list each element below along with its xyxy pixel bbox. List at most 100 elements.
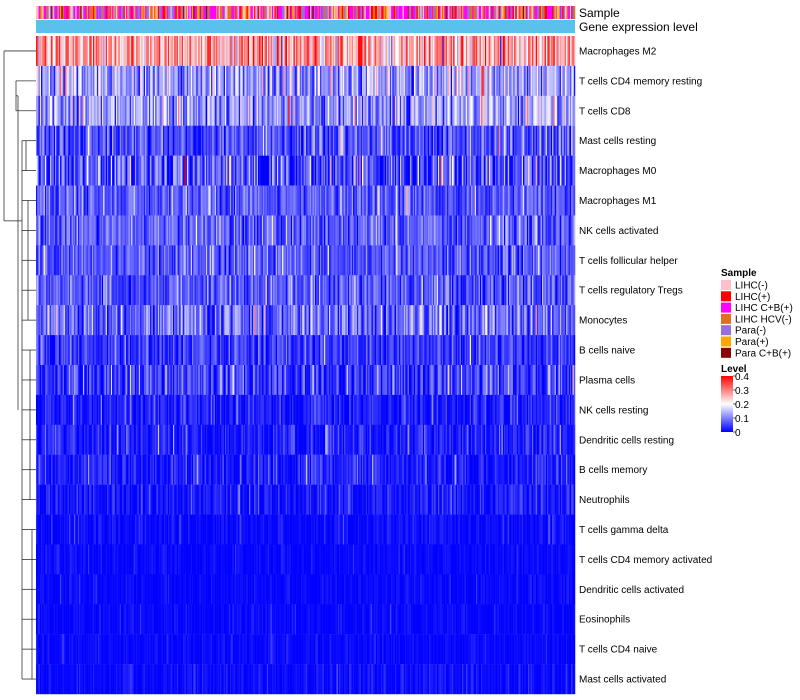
heatmap-cell bbox=[318, 65, 321, 97]
heatmap-cell bbox=[340, 275, 342, 306]
heatmap-cell bbox=[183, 65, 185, 97]
heatmap-cell bbox=[202, 305, 204, 336]
heatmap-cell bbox=[554, 95, 557, 126]
heatmap-cell bbox=[284, 245, 287, 276]
heatmap-cell bbox=[487, 65, 490, 97]
heatmap-cell bbox=[490, 305, 492, 336]
heatmap-cell bbox=[334, 65, 336, 97]
heatmap-cell bbox=[81, 155, 84, 186]
heatmap-cell bbox=[295, 305, 298, 336]
sample-track-cell bbox=[222, 6, 224, 19]
heatmap-cell bbox=[547, 65, 549, 97]
sample-track-cell bbox=[236, 6, 238, 19]
heatmap-cell bbox=[478, 185, 481, 216]
heatmap-cell bbox=[407, 245, 410, 276]
heatmap-cell bbox=[243, 65, 246, 97]
heatmap-row bbox=[36, 36, 576, 67]
heatmap-cell bbox=[285, 65, 288, 97]
heatmap-cell bbox=[309, 245, 312, 276]
heatmap-cell bbox=[548, 155, 550, 186]
heatmap-cell bbox=[131, 185, 133, 216]
heatmap-cell bbox=[396, 215, 398, 246]
heatmap-cell bbox=[535, 95, 538, 126]
heatmap-cell bbox=[170, 335, 172, 366]
heatmap-cell bbox=[388, 185, 391, 216]
heatmap-cell bbox=[202, 36, 204, 67]
heatmap-cell bbox=[183, 335, 185, 366]
heatmap-cell bbox=[558, 155, 561, 186]
heatmap-cell bbox=[429, 305, 431, 336]
heatmap-cell bbox=[285, 155, 288, 186]
heatmap-cell bbox=[288, 95, 290, 126]
heatmap-cell bbox=[539, 36, 542, 67]
heatmap-cell bbox=[524, 95, 526, 126]
heatmap-cell bbox=[432, 275, 435, 306]
heatmap-cell bbox=[309, 305, 312, 336]
heatmap-cell bbox=[289, 65, 292, 97]
heatmap-cell bbox=[235, 335, 237, 366]
heatmap-cell bbox=[108, 36, 110, 67]
heatmap-cell bbox=[497, 305, 500, 336]
heatmap-cell bbox=[81, 185, 84, 216]
heatmap-cell bbox=[479, 245, 482, 276]
heatmap-cell bbox=[166, 95, 169, 126]
sample-track-cell bbox=[318, 6, 321, 19]
heatmap-cell bbox=[188, 95, 190, 126]
heatmap-cell bbox=[387, 155, 389, 186]
heatmap-cell bbox=[275, 155, 278, 186]
heatmap-cell bbox=[271, 155, 274, 186]
heatmap-cell bbox=[394, 125, 397, 156]
heatmap-cell bbox=[358, 95, 360, 126]
heatmap-cell bbox=[344, 275, 346, 306]
heatmap-cell bbox=[349, 275, 351, 306]
heatmap-cell bbox=[213, 95, 216, 126]
heatmap-cell bbox=[363, 125, 365, 156]
heatmap-cell bbox=[340, 95, 342, 126]
heatmap-cell bbox=[455, 95, 458, 126]
heatmap-cell bbox=[68, 65, 71, 97]
heatmap-cell bbox=[283, 335, 285, 366]
sample-track-cell bbox=[96, 6, 99, 19]
heatmap-cell bbox=[260, 155, 262, 186]
heatmap-cell bbox=[350, 36, 353, 67]
heatmap-cell bbox=[63, 65, 66, 97]
heatmap-cell bbox=[152, 125, 155, 156]
heatmap-cell bbox=[242, 125, 245, 156]
heatmap-cell bbox=[322, 36, 325, 67]
heatmap-cell bbox=[458, 65, 460, 97]
heatmap-cell bbox=[552, 185, 554, 216]
heatmap-cell bbox=[147, 335, 150, 366]
heatmap-cell bbox=[573, 185, 576, 216]
heatmap-cell bbox=[469, 125, 472, 156]
heatmap-cell bbox=[412, 185, 415, 216]
heatmap-cell bbox=[568, 125, 571, 156]
heatmap-cell bbox=[268, 185, 270, 216]
heatmap-cell bbox=[109, 335, 112, 366]
heatmap-cell bbox=[128, 95, 131, 126]
sample-track-cell bbox=[150, 6, 152, 19]
sample-track-cell bbox=[58, 6, 61, 19]
heatmap-cell bbox=[132, 65, 134, 97]
heatmap-cell bbox=[451, 305, 454, 336]
heatmap-cell bbox=[396, 245, 398, 276]
sample-track-cell bbox=[63, 6, 66, 19]
heatmap-cell bbox=[473, 305, 476, 336]
heatmap-cell bbox=[444, 185, 446, 216]
heatmap-cell bbox=[353, 335, 355, 366]
heatmap-cell bbox=[360, 275, 363, 306]
heatmap-cell bbox=[129, 275, 132, 306]
heatmap-cell bbox=[72, 215, 75, 246]
heatmap-cell bbox=[321, 125, 323, 156]
heatmap-cell bbox=[227, 185, 230, 216]
sample-track-cell bbox=[453, 6, 455, 19]
heatmap-cell bbox=[561, 155, 563, 186]
heatmap-cell bbox=[129, 335, 132, 366]
heatmap-cell bbox=[549, 185, 552, 216]
heatmap-cell bbox=[562, 65, 564, 97]
heatmap-cell bbox=[79, 305, 81, 336]
heatmap-cell bbox=[165, 245, 167, 276]
sample-track-cell bbox=[274, 6, 276, 19]
heatmap-cell bbox=[554, 36, 557, 67]
heatmap-cell bbox=[57, 275, 60, 306]
heatmap-cell bbox=[419, 245, 421, 276]
